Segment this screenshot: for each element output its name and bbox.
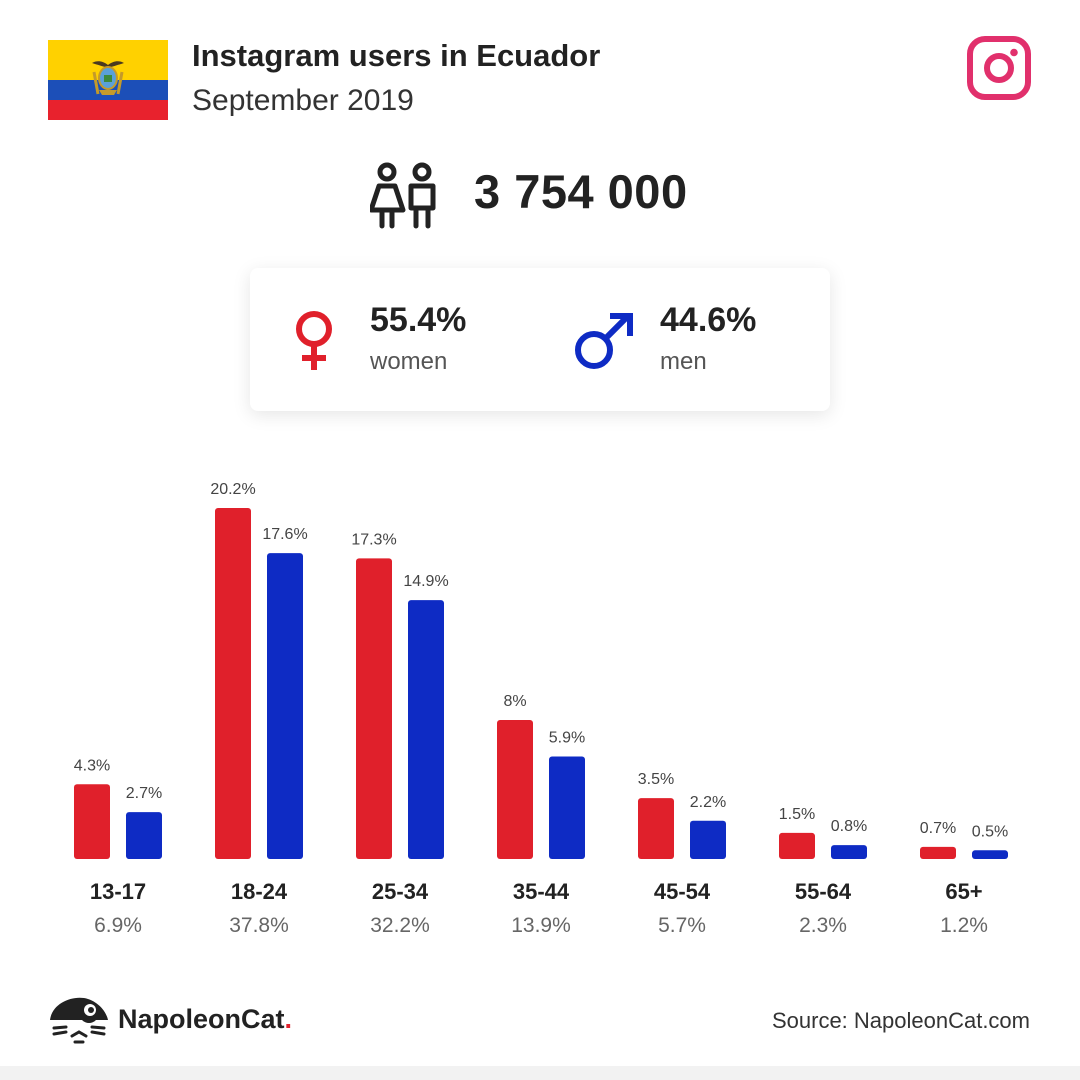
- data-label-women-18-24: 20.2%: [210, 481, 255, 498]
- bar-women-55-64: [779, 832, 815, 859]
- category-total-45-54: 5.7%: [658, 914, 706, 937]
- data-label-women-65+: 0.7%: [920, 820, 956, 837]
- bar-women-65+: [920, 846, 956, 859]
- ecuador-flag-icon: [48, 40, 168, 120]
- category-label-45-54: 45-54: [654, 879, 711, 904]
- people-icon: [370, 162, 436, 229]
- bar-women-13-17: [74, 784, 110, 859]
- napoleoncat-logo-icon: [50, 997, 108, 1044]
- data-label-men-18-24: 17.6%: [262, 526, 307, 543]
- bar-men-35-44: [549, 756, 585, 859]
- brand-dot: .: [284, 1004, 293, 1034]
- category-total-25-34: 32.2%: [370, 914, 430, 937]
- category-total-35-44: 13.9%: [511, 914, 571, 937]
- category-label-18-24: 18-24: [231, 879, 288, 904]
- data-label-men-65+: 0.5%: [972, 823, 1008, 840]
- data-label-women-45-54: 3.5%: [638, 771, 674, 788]
- category-label-65+: 65+: [945, 879, 982, 904]
- bar-men-65+: [972, 850, 1008, 859]
- bar-men-18-24: [267, 553, 303, 859]
- data-label-men-25-34: 14.9%: [403, 573, 448, 590]
- bar-men-45-54: [690, 820, 726, 859]
- data-label-women-13-17: 4.3%: [74, 757, 110, 774]
- bar-women-35-44: [497, 719, 533, 859]
- data-label-women-35-44: 8%: [503, 693, 526, 710]
- bar-men-55-64: [831, 845, 867, 859]
- category-total-65+: 1.2%: [940, 914, 988, 937]
- men-label: men: [660, 348, 707, 375]
- category-total-13-17: 6.9%: [94, 914, 142, 937]
- data-label-men-35-44: 5.9%: [549, 729, 585, 746]
- category-label-55-64: 55-64: [795, 879, 852, 904]
- data-label-women-55-64: 1.5%: [779, 806, 815, 823]
- women-label: women: [370, 348, 448, 375]
- bar-women-45-54: [638, 798, 674, 859]
- male-symbol-icon: [575, 313, 633, 369]
- brand-name: NapoleonCat.: [118, 1004, 292, 1035]
- page-title: Instagram users in Ecuador: [192, 38, 601, 73]
- data-label-men-45-54: 2.2%: [690, 794, 726, 811]
- footer-bar: [0, 1066, 1080, 1080]
- brand-name-text: NapoleonCat: [118, 1004, 285, 1034]
- women-percentage: 55.4%: [370, 301, 467, 339]
- female-symbol-icon: [296, 311, 332, 370]
- bar-women-18-24: [215, 508, 251, 859]
- category-label-13-17: 13-17: [90, 879, 146, 904]
- category-total-18-24: 37.8%: [229, 914, 289, 937]
- data-label-men-55-64: 0.8%: [831, 818, 867, 835]
- category-label-35-44: 35-44: [513, 879, 570, 904]
- men-percentage: 44.6%: [660, 301, 757, 339]
- bar-men-13-17: [126, 812, 162, 859]
- instagram-icon: [967, 36, 1031, 100]
- category-total-55-64: 2.3%: [799, 914, 847, 937]
- gender-card: [250, 268, 830, 411]
- source-text: Source: NapoleonCat.com: [771, 1008, 1030, 1033]
- bar-men-25-34: [408, 600, 444, 859]
- page-subtitle: September 2019: [192, 84, 414, 117]
- bar-women-25-34: [356, 558, 392, 859]
- total-users: 3 754 000: [474, 165, 688, 218]
- category-label-25-34: 25-34: [372, 879, 429, 904]
- data-label-women-25-34: 17.3%: [351, 531, 396, 548]
- data-label-men-13-17: 2.7%: [126, 785, 162, 802]
